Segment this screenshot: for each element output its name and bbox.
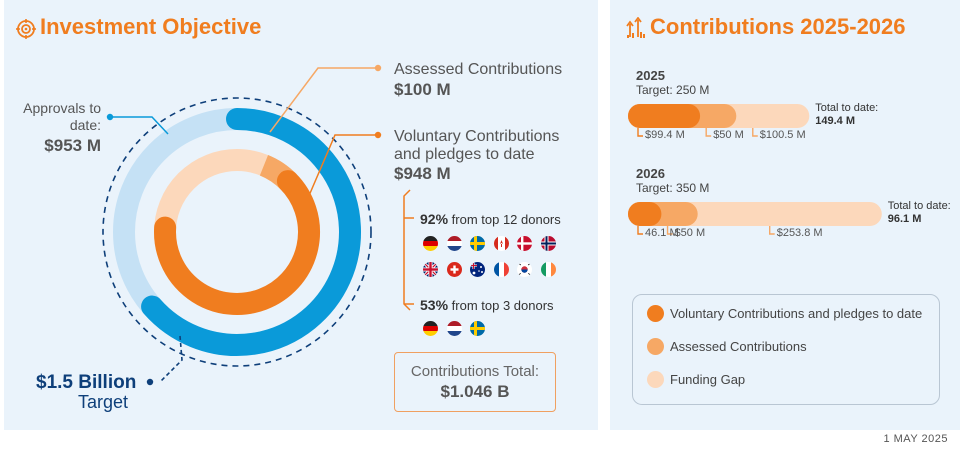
target-label: Target bbox=[78, 392, 129, 412]
contributions-total-box: Contributions Total: $1.046 B bbox=[394, 352, 556, 412]
contributions-title: Contributions 2025-2026 bbox=[650, 14, 906, 39]
target-leader-dot bbox=[146, 378, 154, 386]
flag-canada-icon bbox=[493, 236, 509, 251]
flag-france-icon bbox=[493, 262, 509, 277]
flag-south-korea-icon bbox=[517, 262, 532, 277]
total-to-date-label: Total to date: bbox=[887, 200, 951, 212]
flag-netherlands-icon bbox=[446, 321, 462, 336]
approvals-leader bbox=[110, 116, 169, 135]
legend-item: Assessed Contributions bbox=[647, 338, 807, 356]
approvals-leader-dot bbox=[106, 113, 114, 121]
assessed-value: $100 M bbox=[394, 80, 451, 99]
legend-label: Voluntary Contributions and pledges to d… bbox=[670, 306, 923, 322]
voluntary-label-line1: Voluntary Contributions bbox=[394, 128, 560, 145]
gap-value-label-2025: $100.5 M bbox=[759, 129, 806, 141]
growth-chart-icon bbox=[626, 17, 645, 38]
contributions-total-value: $1.046 B bbox=[440, 382, 510, 401]
flag-germany-icon bbox=[423, 321, 438, 336]
top12-pct: 92% bbox=[420, 211, 449, 227]
gap-value-label-2026: $253.8 M bbox=[776, 227, 823, 239]
assessed-leader bbox=[269, 67, 378, 133]
flag-sweden-icon bbox=[470, 321, 485, 336]
year-label-2026: 2026 bbox=[636, 166, 665, 181]
donor-bracket bbox=[403, 189, 411, 311]
target-outline-ring bbox=[102, 97, 372, 367]
top12-label: from top 12 donors bbox=[448, 212, 561, 227]
flag-germany-icon bbox=[423, 236, 438, 251]
flag-ireland-icon bbox=[540, 262, 556, 277]
flag-norway-icon bbox=[540, 236, 556, 251]
legend-swatch bbox=[647, 305, 664, 323]
top3-label: from top 3 donors bbox=[448, 298, 554, 313]
voluntary-value: $948 M bbox=[394, 164, 451, 183]
assessed-label: Assessed Contributions bbox=[394, 61, 563, 78]
legend-label: Assessed Contributions bbox=[670, 339, 807, 355]
voluntary-label-line2: and pledges to date bbox=[394, 146, 535, 163]
voluntary-arc bbox=[154, 170, 320, 315]
target-icon bbox=[16, 19, 36, 39]
legend-item: Funding Gap bbox=[647, 371, 746, 389]
target-value: $1.5 Billion bbox=[36, 372, 137, 393]
total-to-date-label: Total to date: bbox=[815, 102, 879, 114]
voluntary-leader bbox=[304, 134, 378, 206]
top12-donors-text: 92% from top 12 donors bbox=[420, 211, 561, 227]
approvals-label: Approvals to date: bbox=[23, 100, 101, 133]
assessed-leader-dot bbox=[374, 64, 382, 72]
target-label-2025: Target: 250 M bbox=[636, 83, 710, 97]
investment-objective-title: Investment Objective bbox=[40, 14, 262, 39]
top3-donors-text: 53% from top 3 donors bbox=[420, 297, 554, 313]
legend-swatch bbox=[647, 371, 664, 389]
flag-united-kingdom-icon bbox=[423, 262, 438, 277]
donut-chart bbox=[102, 64, 414, 386]
report-date: 1 MAY 2025 bbox=[883, 433, 948, 445]
total-to-date-value: 149.4 M bbox=[815, 115, 855, 127]
flag-australia-icon bbox=[470, 262, 485, 277]
contributions-total-label: Contributions Total: bbox=[410, 363, 540, 380]
voluntary-value-label-2026: 46.1 M bbox=[645, 227, 679, 239]
target-label-2026: Target: 350 M bbox=[636, 181, 710, 195]
total-to-date-2026: Total to date: 96.1 M bbox=[888, 200, 951, 226]
total-to-date-value: 96.1 M bbox=[887, 213, 922, 225]
flag-netherlands-icon bbox=[446, 236, 462, 251]
legend-label: Funding Gap bbox=[670, 372, 746, 388]
legend-swatch bbox=[647, 338, 664, 356]
legend: Voluntary Contributions and pledges to d… bbox=[632, 294, 940, 405]
approvals-arc bbox=[141, 108, 361, 356]
flag-switzerland-icon bbox=[446, 262, 462, 277]
flag-denmark-icon bbox=[517, 236, 532, 251]
flag-sweden-icon bbox=[470, 236, 485, 251]
assessed-value-label-2025: $50 M bbox=[713, 129, 744, 141]
assessed-value-label-2026: $50 M bbox=[674, 227, 706, 239]
approvals-value: $953 M bbox=[44, 136, 101, 155]
legend-item: Voluntary Contributions and pledges to d… bbox=[647, 305, 923, 323]
voluntary-value-label-2025: $99.4 M bbox=[645, 129, 685, 141]
target-leader bbox=[159, 335, 183, 383]
top3-pct: 53% bbox=[420, 297, 449, 313]
total-to-date-2025: Total to date: 149.4 M bbox=[815, 102, 878, 128]
voluntary-leader-dot bbox=[374, 131, 382, 139]
year-label-2025: 2025 bbox=[636, 68, 665, 83]
